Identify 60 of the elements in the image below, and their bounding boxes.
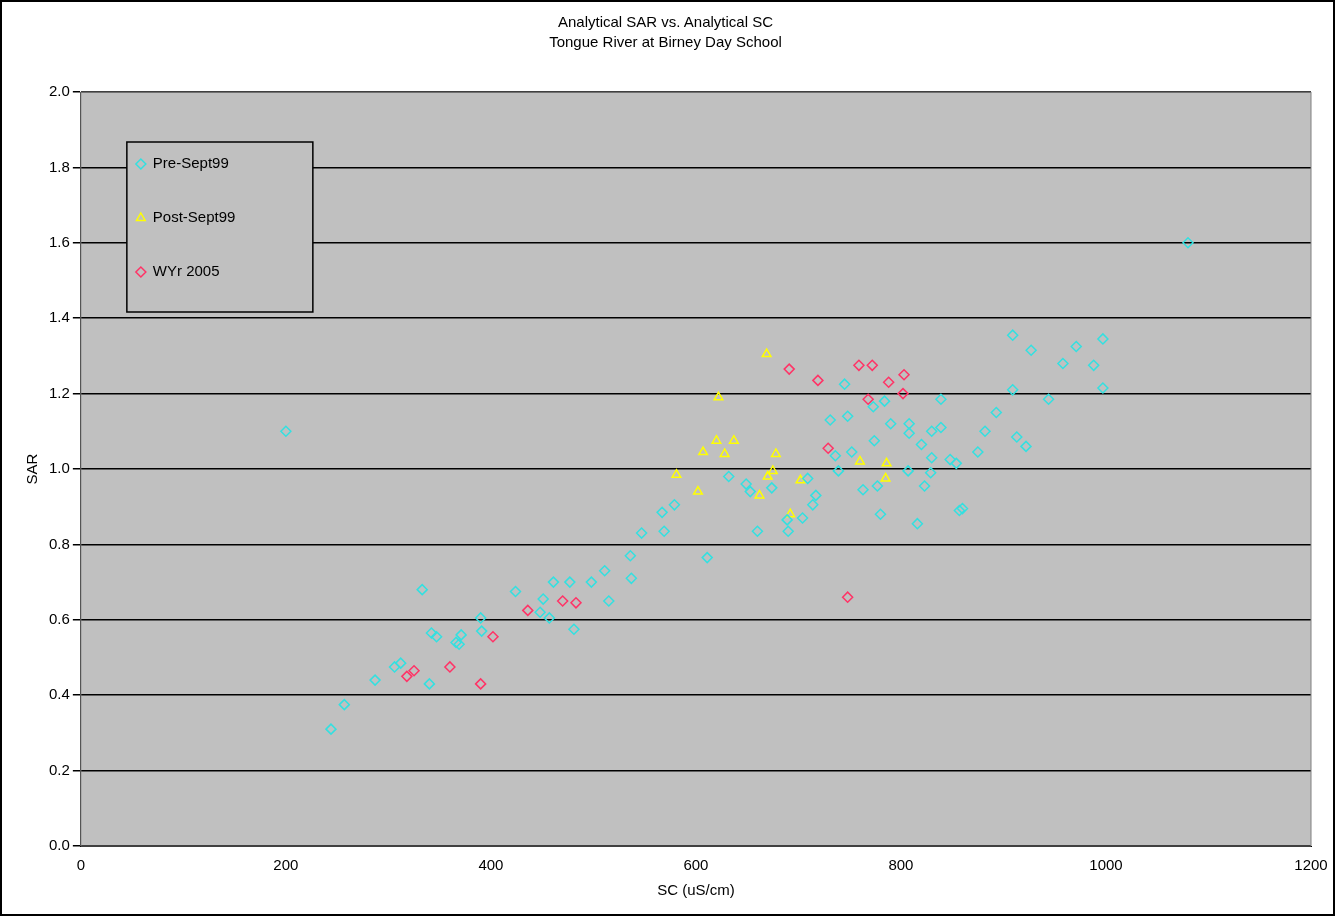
y-tick-label: 1.2 bbox=[48, 383, 70, 401]
point bbox=[770, 448, 781, 458]
legend-label: Pre-Sept99 bbox=[152, 154, 229, 172]
legend-label: Post-Sept99 bbox=[152, 208, 236, 226]
point bbox=[882, 376, 895, 389]
y-tick-label: 0.6 bbox=[48, 609, 70, 627]
point bbox=[853, 359, 865, 372]
point bbox=[570, 597, 582, 609]
point bbox=[408, 664, 420, 677]
y-tick-label: 0.2 bbox=[48, 760, 70, 778]
point bbox=[487, 631, 499, 643]
point bbox=[880, 472, 891, 482]
point bbox=[762, 470, 773, 480]
point bbox=[671, 468, 682, 478]
point bbox=[795, 474, 806, 484]
x-tick-label: 1000 bbox=[1089, 856, 1123, 874]
x-tick-label: 800 bbox=[888, 856, 914, 874]
chart-title: Analytical SAR vs. Analytical SC bbox=[557, 13, 774, 31]
y-tick-label: 0.8 bbox=[48, 534, 70, 552]
point bbox=[522, 604, 534, 617]
chart-subtitle: Tongue River at Birney Day School bbox=[549, 33, 782, 51]
point bbox=[754, 489, 765, 499]
y-tick-label: 0.0 bbox=[48, 836, 70, 854]
point bbox=[713, 391, 724, 401]
point bbox=[444, 661, 456, 673]
point bbox=[556, 595, 569, 607]
point bbox=[719, 448, 730, 458]
point bbox=[728, 434, 739, 444]
point bbox=[866, 359, 878, 372]
y-tick-label: 1.0 bbox=[48, 459, 70, 477]
point bbox=[898, 369, 910, 381]
x-tick-label: 400 bbox=[478, 856, 504, 874]
y-tick-label: 1.8 bbox=[48, 157, 70, 175]
point bbox=[897, 387, 909, 400]
y-tick-label: 0.4 bbox=[48, 685, 70, 703]
point bbox=[761, 348, 772, 358]
point bbox=[698, 446, 709, 456]
point bbox=[711, 434, 722, 444]
x-tick-label: 1200 bbox=[1294, 856, 1328, 874]
point bbox=[881, 457, 892, 467]
point bbox=[767, 465, 778, 475]
point bbox=[822, 442, 834, 455]
point bbox=[401, 670, 413, 683]
point bbox=[474, 678, 487, 690]
y-tick-label: 1.4 bbox=[48, 308, 70, 326]
x-tick-label: 0 bbox=[76, 856, 86, 874]
x-axis-title: SC (uS/cm) bbox=[657, 881, 735, 899]
point bbox=[854, 455, 866, 465]
y-axis-title: SAR bbox=[23, 453, 41, 485]
point bbox=[785, 508, 796, 518]
point bbox=[783, 363, 795, 375]
point bbox=[841, 591, 854, 603]
point bbox=[692, 485, 704, 495]
point bbox=[812, 374, 824, 387]
y-tick-label: 2.0 bbox=[48, 82, 70, 100]
x-tick-label: 200 bbox=[273, 856, 299, 874]
legend-label: WYr 2005 bbox=[152, 262, 220, 280]
y-tick-label: 1.6 bbox=[48, 232, 70, 250]
x-tick-label: 600 bbox=[683, 856, 709, 874]
point bbox=[862, 393, 874, 406]
